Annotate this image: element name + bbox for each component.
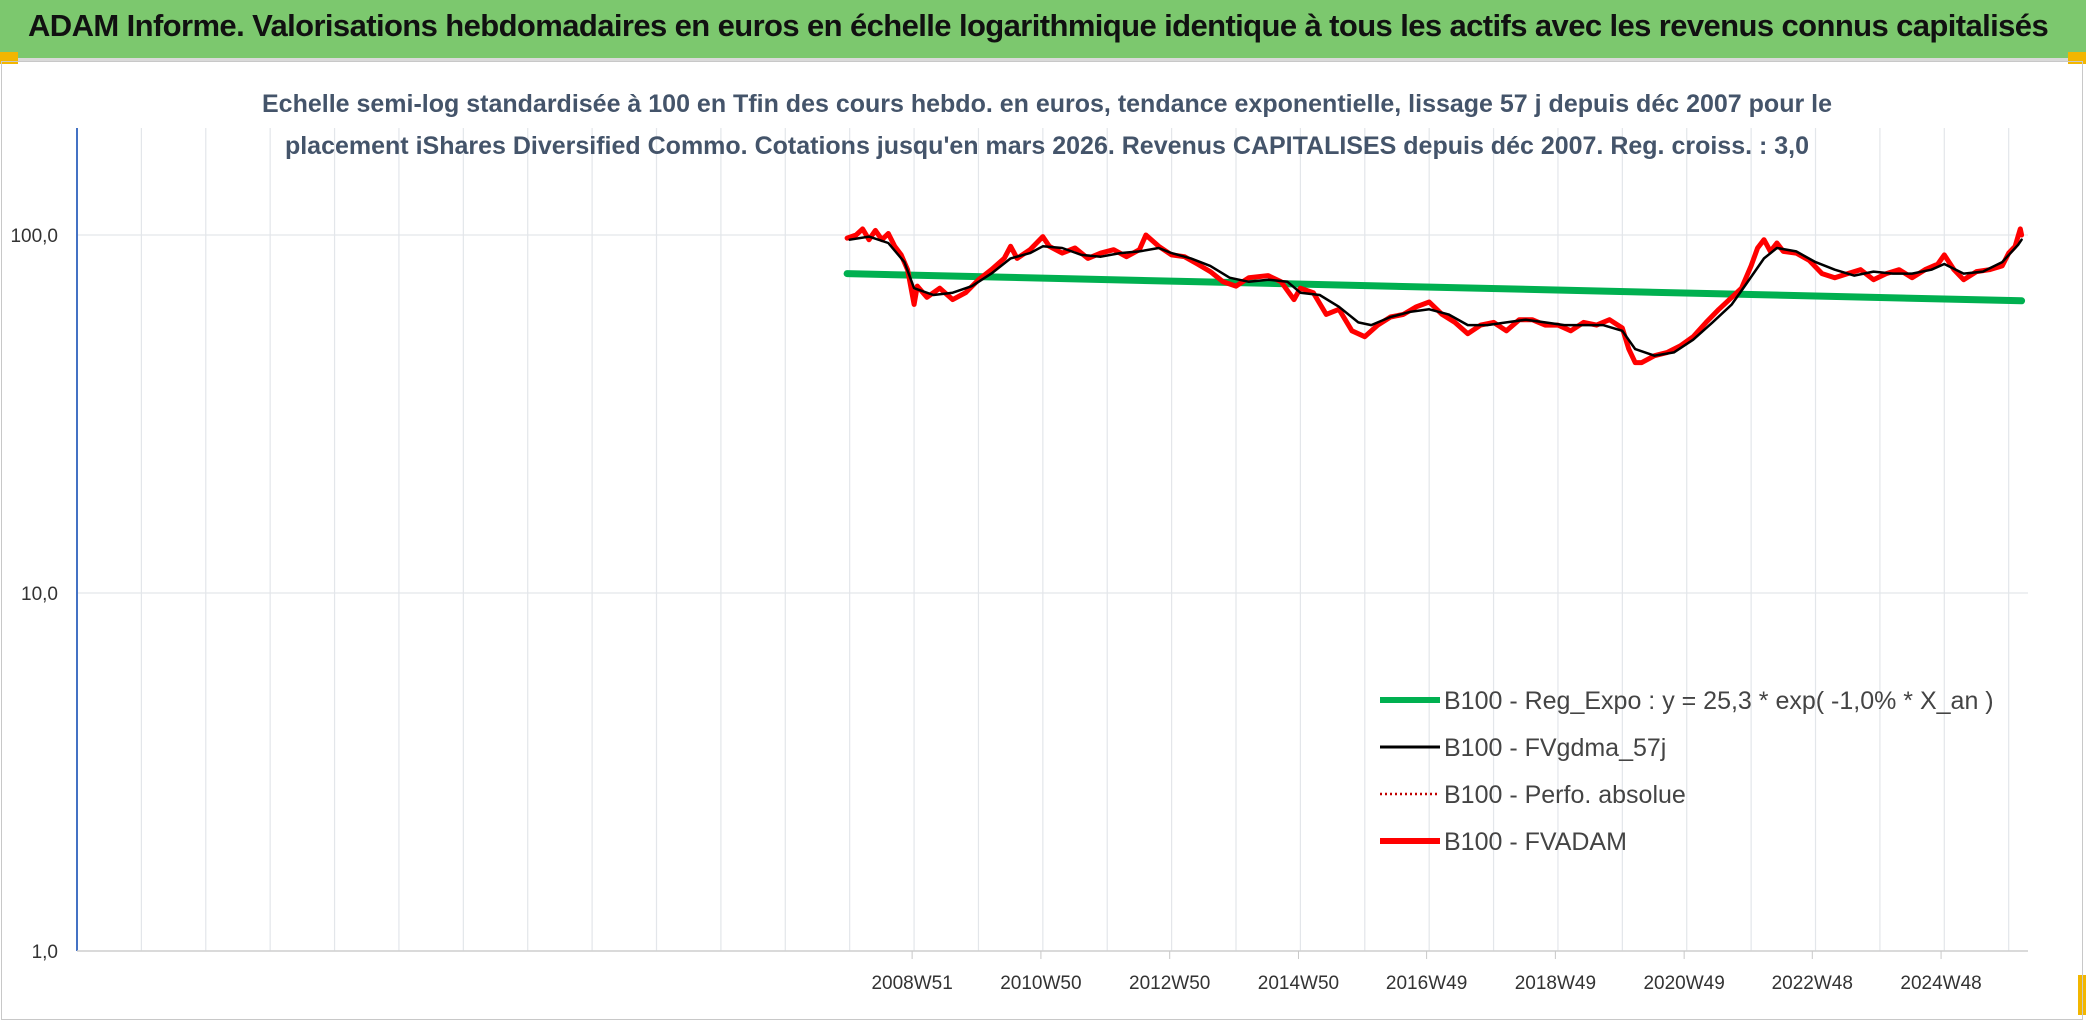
y-tick-label: 1,0: [32, 942, 58, 963]
x-tick-label: 2012W50: [1129, 973, 1210, 994]
x-tick-label: 2024W48: [1900, 973, 1981, 994]
legend-label: B100 - Reg_Expo : y = 25,3 * exp( -1,0% …: [1444, 687, 1994, 715]
chart-subtitle-line-2: placement iShares Diversified Commo. Cot…: [285, 132, 1809, 160]
legend-label: B100 - FVgdma_57j: [1444, 734, 1666, 762]
header-banner: ADAM Informe. Valorisations hebdomadaire…: [0, 0, 2086, 61]
fvadam-line: [844, 226, 2025, 366]
x-tick-label: 2020W49: [1643, 973, 1724, 994]
x-tick-label: 2016W49: [1386, 973, 1467, 994]
page-title: ADAM Informe. Valorisations hebdomadaire…: [28, 8, 2049, 43]
series-layer: [843, 226, 2026, 366]
legend-label: B100 - FVADAM: [1444, 828, 1627, 856]
chart-frame: [1, 61, 2083, 1020]
x-tick-label: 2010W50: [1000, 973, 1081, 994]
y-tick-label: 10,0: [21, 584, 58, 605]
x-tick-label: 2022W48: [1772, 973, 1853, 994]
fvgdma-line: [848, 235, 2023, 357]
y-tick-label: 100,0: [10, 226, 58, 247]
ticks-layer: 100,0 10,0 1,0 2008W51 2010W50 2012W50 2014W50…: [10, 226, 1981, 994]
legend-label: B100 - Perfo. absolue: [1444, 781, 1686, 809]
x-tick-label: 2008W51: [871, 973, 952, 994]
chart-legend: B100 - Reg_Expo : y = 25,3 * exp( -1,0% …: [1380, 687, 1994, 856]
chart-subtitle-line-1: Echelle semi-log standardisée à 100 en T…: [262, 90, 1832, 118]
x-tick-label: 2018W49: [1515, 973, 1596, 994]
x-tick-label: 2014W50: [1258, 973, 1339, 994]
grid-layer: [77, 128, 2028, 952]
reg-expo-line: [843, 270, 2026, 305]
